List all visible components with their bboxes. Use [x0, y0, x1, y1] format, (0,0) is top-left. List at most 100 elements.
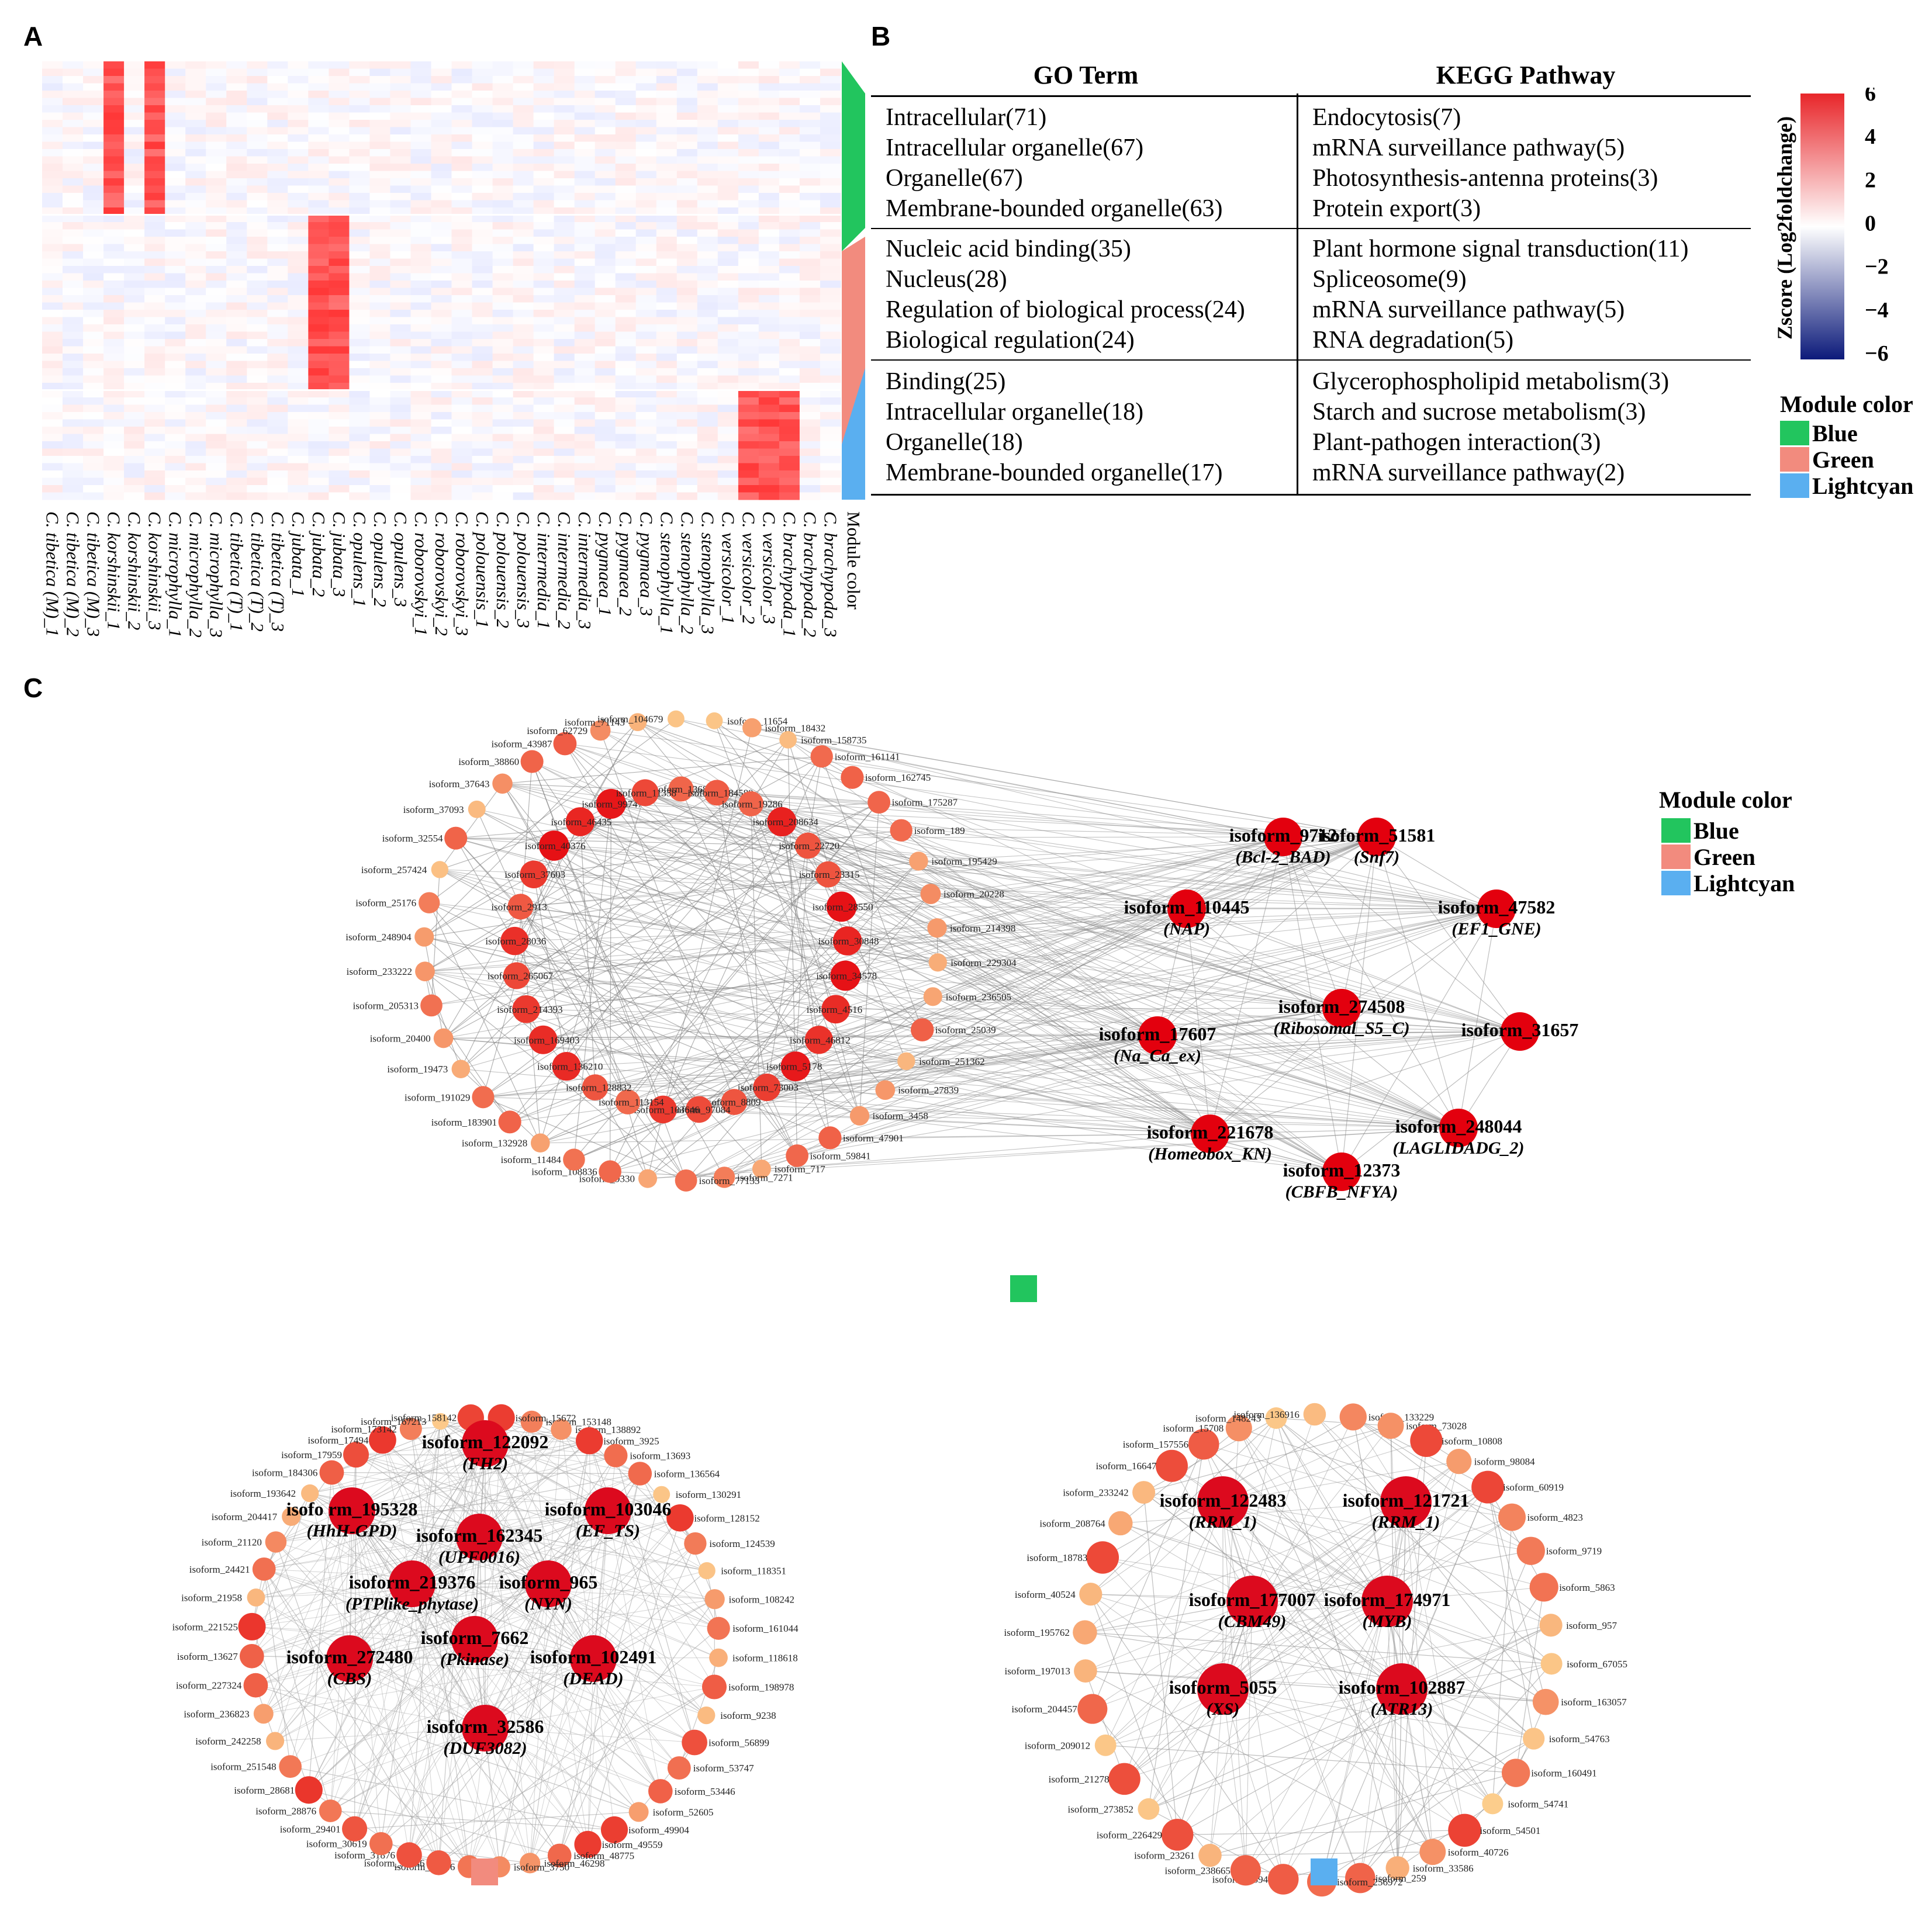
heatmap-cell	[124, 266, 145, 274]
network-edge	[349, 1510, 352, 1659]
heatmap-cell	[492, 317, 514, 325]
network-edge	[330, 1658, 350, 1811]
heatmap-cell	[451, 91, 472, 98]
node-label: isoform_229304	[951, 957, 1017, 968]
heatmap-cell	[144, 68, 165, 77]
heatmap-cell	[758, 288, 780, 296]
heatmap-cell	[615, 105, 637, 113]
network-edge	[516, 975, 1211, 1134]
network-edge	[859, 802, 880, 1116]
heatmap-cell	[410, 237, 431, 244]
network-edge	[349, 1658, 439, 1863]
heatmap-cell	[83, 477, 104, 486]
node-label: isoform_97084	[670, 1104, 731, 1115]
heatmap-cell	[390, 68, 411, 77]
heatmap-cell	[554, 375, 575, 383]
green-module-network: isoform_153148isoform_138892isoform_3925…	[172, 1404, 799, 1878]
heatmap-cell	[206, 76, 227, 84]
heatmap-cell	[410, 134, 431, 142]
heatmap-cell	[451, 354, 472, 361]
network-edge	[485, 1728, 661, 1792]
heatmap-cell	[472, 339, 493, 347]
heatmap-cell	[288, 456, 309, 463]
network-edge	[251, 1583, 549, 1657]
network-node	[492, 773, 513, 794]
network-edge	[479, 1494, 662, 1538]
heatmap-cell	[247, 207, 268, 215]
network-edge	[1209, 1851, 1433, 1856]
network-node	[319, 1460, 344, 1485]
network-node	[1303, 1403, 1326, 1426]
heatmap-cell	[267, 427, 288, 434]
network-edge	[264, 1569, 469, 1867]
heatmap-cell	[717, 281, 739, 288]
heatmap-cell	[574, 229, 596, 237]
node-label: isoform_238665	[1165, 1865, 1231, 1876]
network-edge	[410, 1428, 594, 1659]
node-label: isoform_236505	[946, 991, 1011, 1002]
heatmap-cell	[513, 83, 534, 91]
heatmap-cell	[308, 193, 329, 200]
heatmap-cell	[451, 346, 472, 354]
heatmap-cell	[308, 222, 329, 230]
heatmap-cell	[615, 317, 637, 325]
heatmap-cell	[63, 361, 84, 369]
heatmap-cell	[451, 266, 472, 274]
network-node	[868, 791, 891, 814]
network-node	[923, 987, 942, 1006]
heatmap-cell	[820, 331, 841, 340]
heatmap-cell	[288, 83, 309, 91]
node-label: isoform_184589	[687, 787, 753, 798]
heatmap-cell	[615, 83, 637, 91]
network-edge	[1102, 1557, 1224, 1690]
heatmap-cell	[513, 193, 534, 200]
network-edge	[424, 722, 638, 937]
heatmap-cell	[329, 164, 350, 171]
heatmap-cell	[226, 339, 247, 347]
heatmap-cell	[42, 463, 63, 471]
heatmap-cell	[738, 375, 759, 383]
heatmap-cell	[369, 83, 390, 91]
node-label: isoform_37603	[504, 869, 565, 880]
network-node	[685, 1096, 713, 1123]
heatmap-cell	[492, 368, 514, 376]
heatmap-cell	[554, 68, 575, 77]
network-edge	[440, 1421, 549, 1584]
heatmap-cell	[83, 120, 104, 127]
network-edge	[485, 1517, 680, 1729]
heatmap-cell	[83, 134, 104, 142]
heatmap-cell	[124, 375, 145, 383]
heatmap-cell	[697, 492, 718, 500]
heatmap-cell	[758, 302, 780, 310]
heatmap-cell	[697, 207, 718, 215]
sample-label: C. versicolor_2	[738, 511, 759, 624]
heatmap-cell	[165, 397, 186, 405]
heatmap-cell	[390, 91, 411, 98]
heatmap-cell	[615, 244, 637, 252]
heatmap-cell	[390, 237, 411, 244]
heatmap-cell	[369, 302, 390, 310]
heatmap-cell	[42, 470, 63, 478]
heatmap-cell	[738, 281, 759, 288]
hub-node	[1361, 1576, 1413, 1627]
heatmap-cell	[779, 185, 800, 193]
heatmap-cell	[779, 237, 800, 244]
heatmap-cell	[615, 120, 637, 127]
heatmap-cell	[267, 404, 288, 413]
colorbar-tick: −4	[1865, 298, 1889, 323]
heatmap-cell	[185, 310, 206, 317]
heatmap-cell	[717, 456, 739, 463]
heatmap-cell	[42, 141, 63, 150]
heatmap-cell	[656, 112, 678, 120]
hub-label: isoform_103046	[545, 1498, 672, 1520]
heatmap-cell	[165, 412, 186, 420]
network-node	[1516, 1536, 1545, 1565]
heatmap-cell	[288, 324, 309, 332]
heatmap-cell	[615, 229, 637, 237]
heatmap-cell	[676, 251, 698, 259]
network-edge	[251, 1583, 549, 1627]
heatmap-cell	[554, 295, 575, 303]
heatmap-cell	[513, 448, 534, 456]
heatmap-cell	[247, 98, 268, 106]
network-edge	[1252, 1601, 1402, 1690]
